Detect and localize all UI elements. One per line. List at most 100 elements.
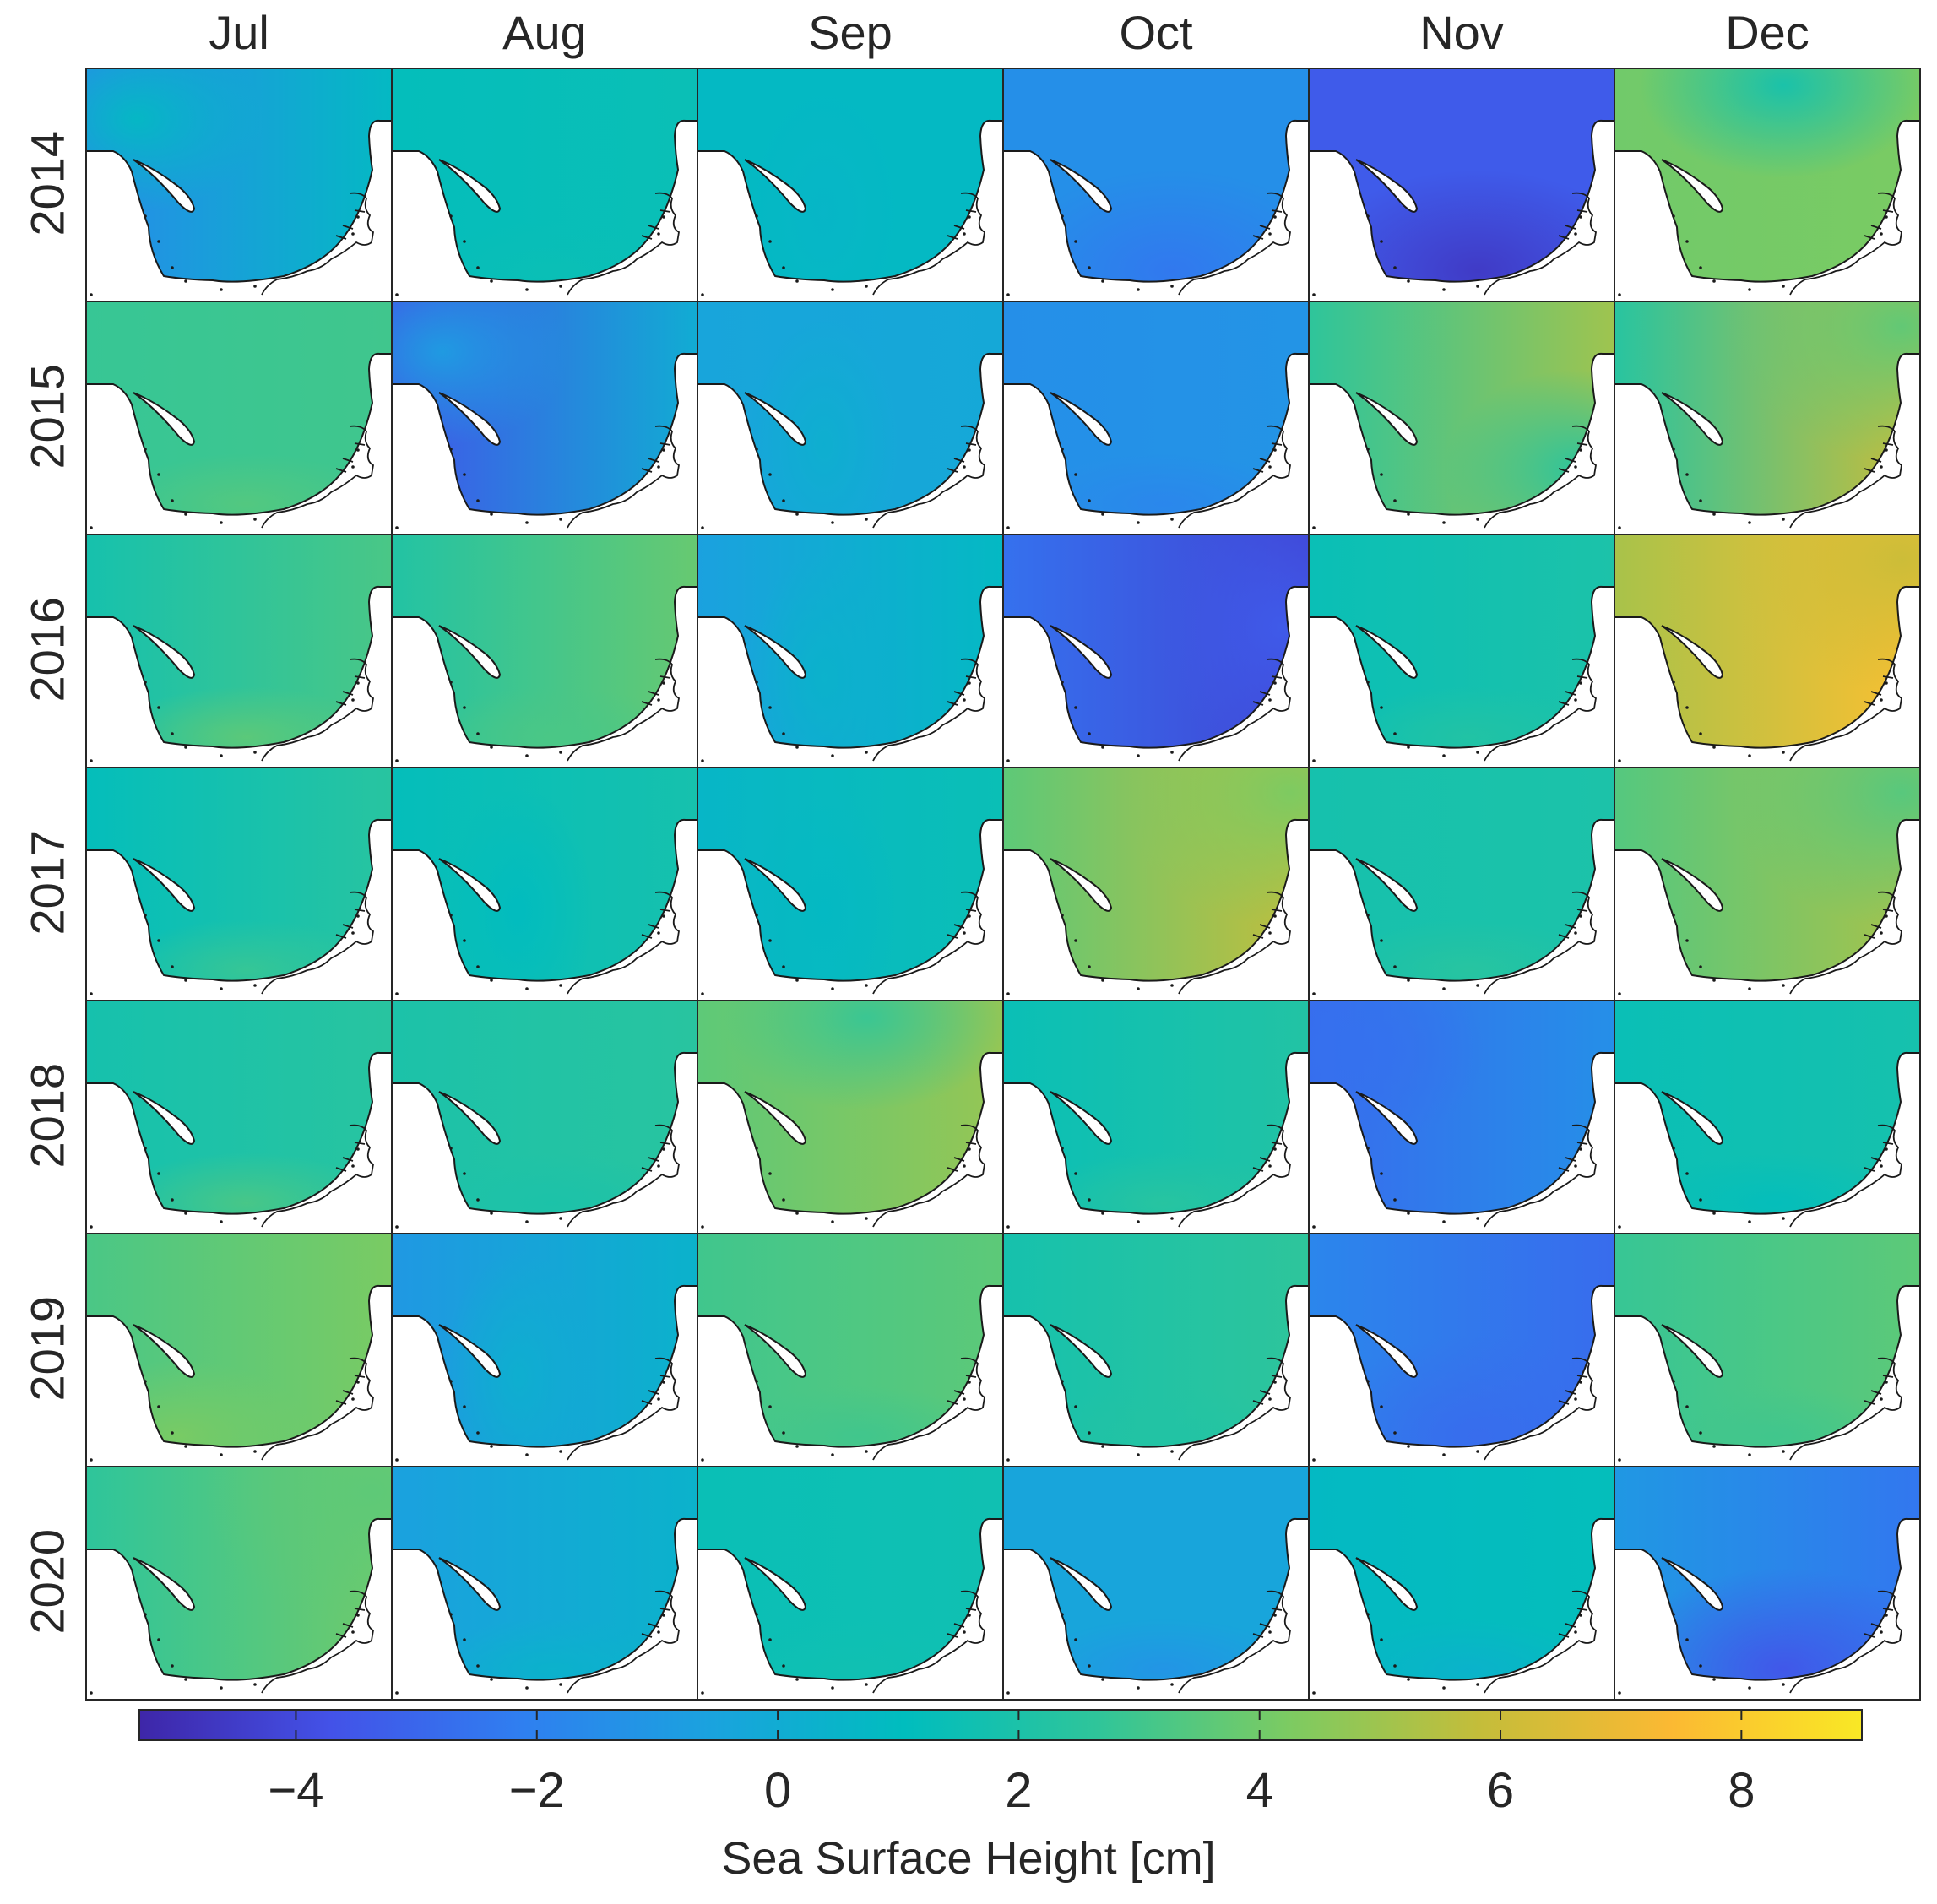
coast-detail — [559, 1217, 562, 1220]
sea-surface-anomaly — [1334, 919, 1604, 981]
coast-detail — [476, 732, 480, 735]
coast-detail — [1137, 521, 1140, 524]
sea-surface-anomaly — [1334, 686, 1604, 748]
map-panel — [1308, 767, 1615, 1001]
coast-detail — [1312, 1225, 1316, 1229]
coast-detail — [1712, 979, 1716, 982]
coast-detail — [1885, 448, 1888, 452]
coast-detail — [395, 759, 399, 762]
map-panel — [697, 1233, 1004, 1467]
coast-detail — [463, 939, 466, 942]
coast-detail — [782, 732, 785, 735]
coast-detail — [795, 979, 799, 982]
inland-boundary — [1178, 192, 1291, 296]
spit-landform — [744, 159, 807, 213]
coastline — [86, 818, 392, 982]
coast-detail — [1366, 681, 1370, 684]
sea-surface-anomaly — [1121, 768, 1309, 928]
spit-landform — [1661, 1557, 1724, 1611]
coast-detail — [1366, 1613, 1370, 1616]
coast-detail — [1476, 984, 1479, 987]
coast-detail — [1273, 1381, 1277, 1384]
coast-detail — [657, 1630, 660, 1634]
coast-detail — [968, 1147, 971, 1151]
coast-detail — [1380, 1638, 1383, 1641]
coast-detail — [701, 992, 704, 995]
coast-detail — [782, 1431, 785, 1435]
coast-detail — [184, 513, 187, 516]
coast-detail — [90, 1458, 93, 1462]
coast-detail — [490, 513, 493, 516]
coast-detail — [1782, 751, 1785, 754]
coast-detail — [171, 965, 174, 968]
coast-detail — [795, 1445, 799, 1448]
coast-detail — [1574, 698, 1577, 702]
coast-detail — [963, 1630, 966, 1634]
spit-landform — [133, 1091, 196, 1145]
spit-landform — [744, 1091, 807, 1145]
sea-surface-anomaly — [748, 551, 900, 748]
map-panel — [697, 1466, 1004, 1701]
coast-detail — [253, 984, 257, 987]
coast-detail — [1685, 939, 1689, 942]
spit-landform — [744, 1324, 807, 1378]
coast-detail — [1061, 1147, 1064, 1150]
coast-detail — [184, 279, 187, 283]
coast-detail — [144, 914, 147, 917]
coast-detail — [1699, 732, 1702, 735]
coast-detail — [90, 992, 93, 995]
spit-landform — [438, 392, 502, 446]
coast-detail — [795, 746, 799, 749]
coast-detail — [1006, 526, 1010, 529]
coast-detail — [463, 473, 466, 476]
map-panel — [697, 767, 1004, 1001]
inland-boundary — [1789, 891, 1902, 995]
coast-detail — [157, 939, 160, 942]
spit-landform — [133, 159, 196, 213]
coast-detail — [1712, 513, 1716, 516]
coast-detail — [1101, 746, 1104, 749]
coast-detail — [220, 987, 223, 990]
coastline — [697, 585, 1003, 749]
sea-surface-anomaly — [1028, 1619, 1299, 1680]
coast-detail — [1393, 1198, 1397, 1202]
coastline — [697, 119, 1003, 283]
spit-landform — [133, 1324, 196, 1378]
coast-detail — [1712, 1678, 1716, 1681]
coast-detail — [449, 448, 453, 451]
coast-detail — [662, 681, 665, 685]
coast-detail — [1366, 214, 1370, 218]
sea-surface-anomaly — [1614, 1568, 1920, 1680]
coast-detail — [1101, 1212, 1104, 1215]
coast-detail — [1268, 465, 1272, 469]
coast-detail — [463, 1405, 466, 1408]
coast-detail — [795, 1212, 799, 1215]
coast-detail — [1366, 914, 1370, 917]
coast-detail — [755, 214, 758, 218]
inland-boundary — [872, 192, 985, 296]
coast-detail — [1748, 1686, 1751, 1690]
coast-detail — [1574, 1630, 1577, 1634]
spit-landform — [133, 392, 196, 446]
coast-detail — [865, 1683, 868, 1686]
map-panel — [391, 1233, 698, 1467]
inland-boundary — [1484, 1124, 1597, 1228]
coast-detail — [963, 698, 966, 702]
sea-surface-anomaly — [111, 1153, 382, 1214]
coast-detail — [395, 1458, 399, 1462]
coast-detail — [220, 1686, 223, 1690]
map-panel — [391, 301, 698, 535]
coastline — [697, 352, 1003, 516]
coast-detail — [525, 288, 529, 291]
inland-boundary — [872, 425, 985, 529]
coast-detail — [1885, 215, 1888, 219]
coast-detail — [1748, 754, 1751, 757]
coastline — [1614, 119, 1920, 283]
spit-landform — [1050, 858, 1113, 912]
coast-detail — [1685, 1172, 1689, 1175]
coast-detail — [1393, 732, 1397, 735]
coast-detail — [1574, 465, 1577, 469]
inland-boundary — [567, 658, 680, 762]
coast-detail — [1393, 965, 1397, 968]
coast-detail — [525, 987, 529, 990]
